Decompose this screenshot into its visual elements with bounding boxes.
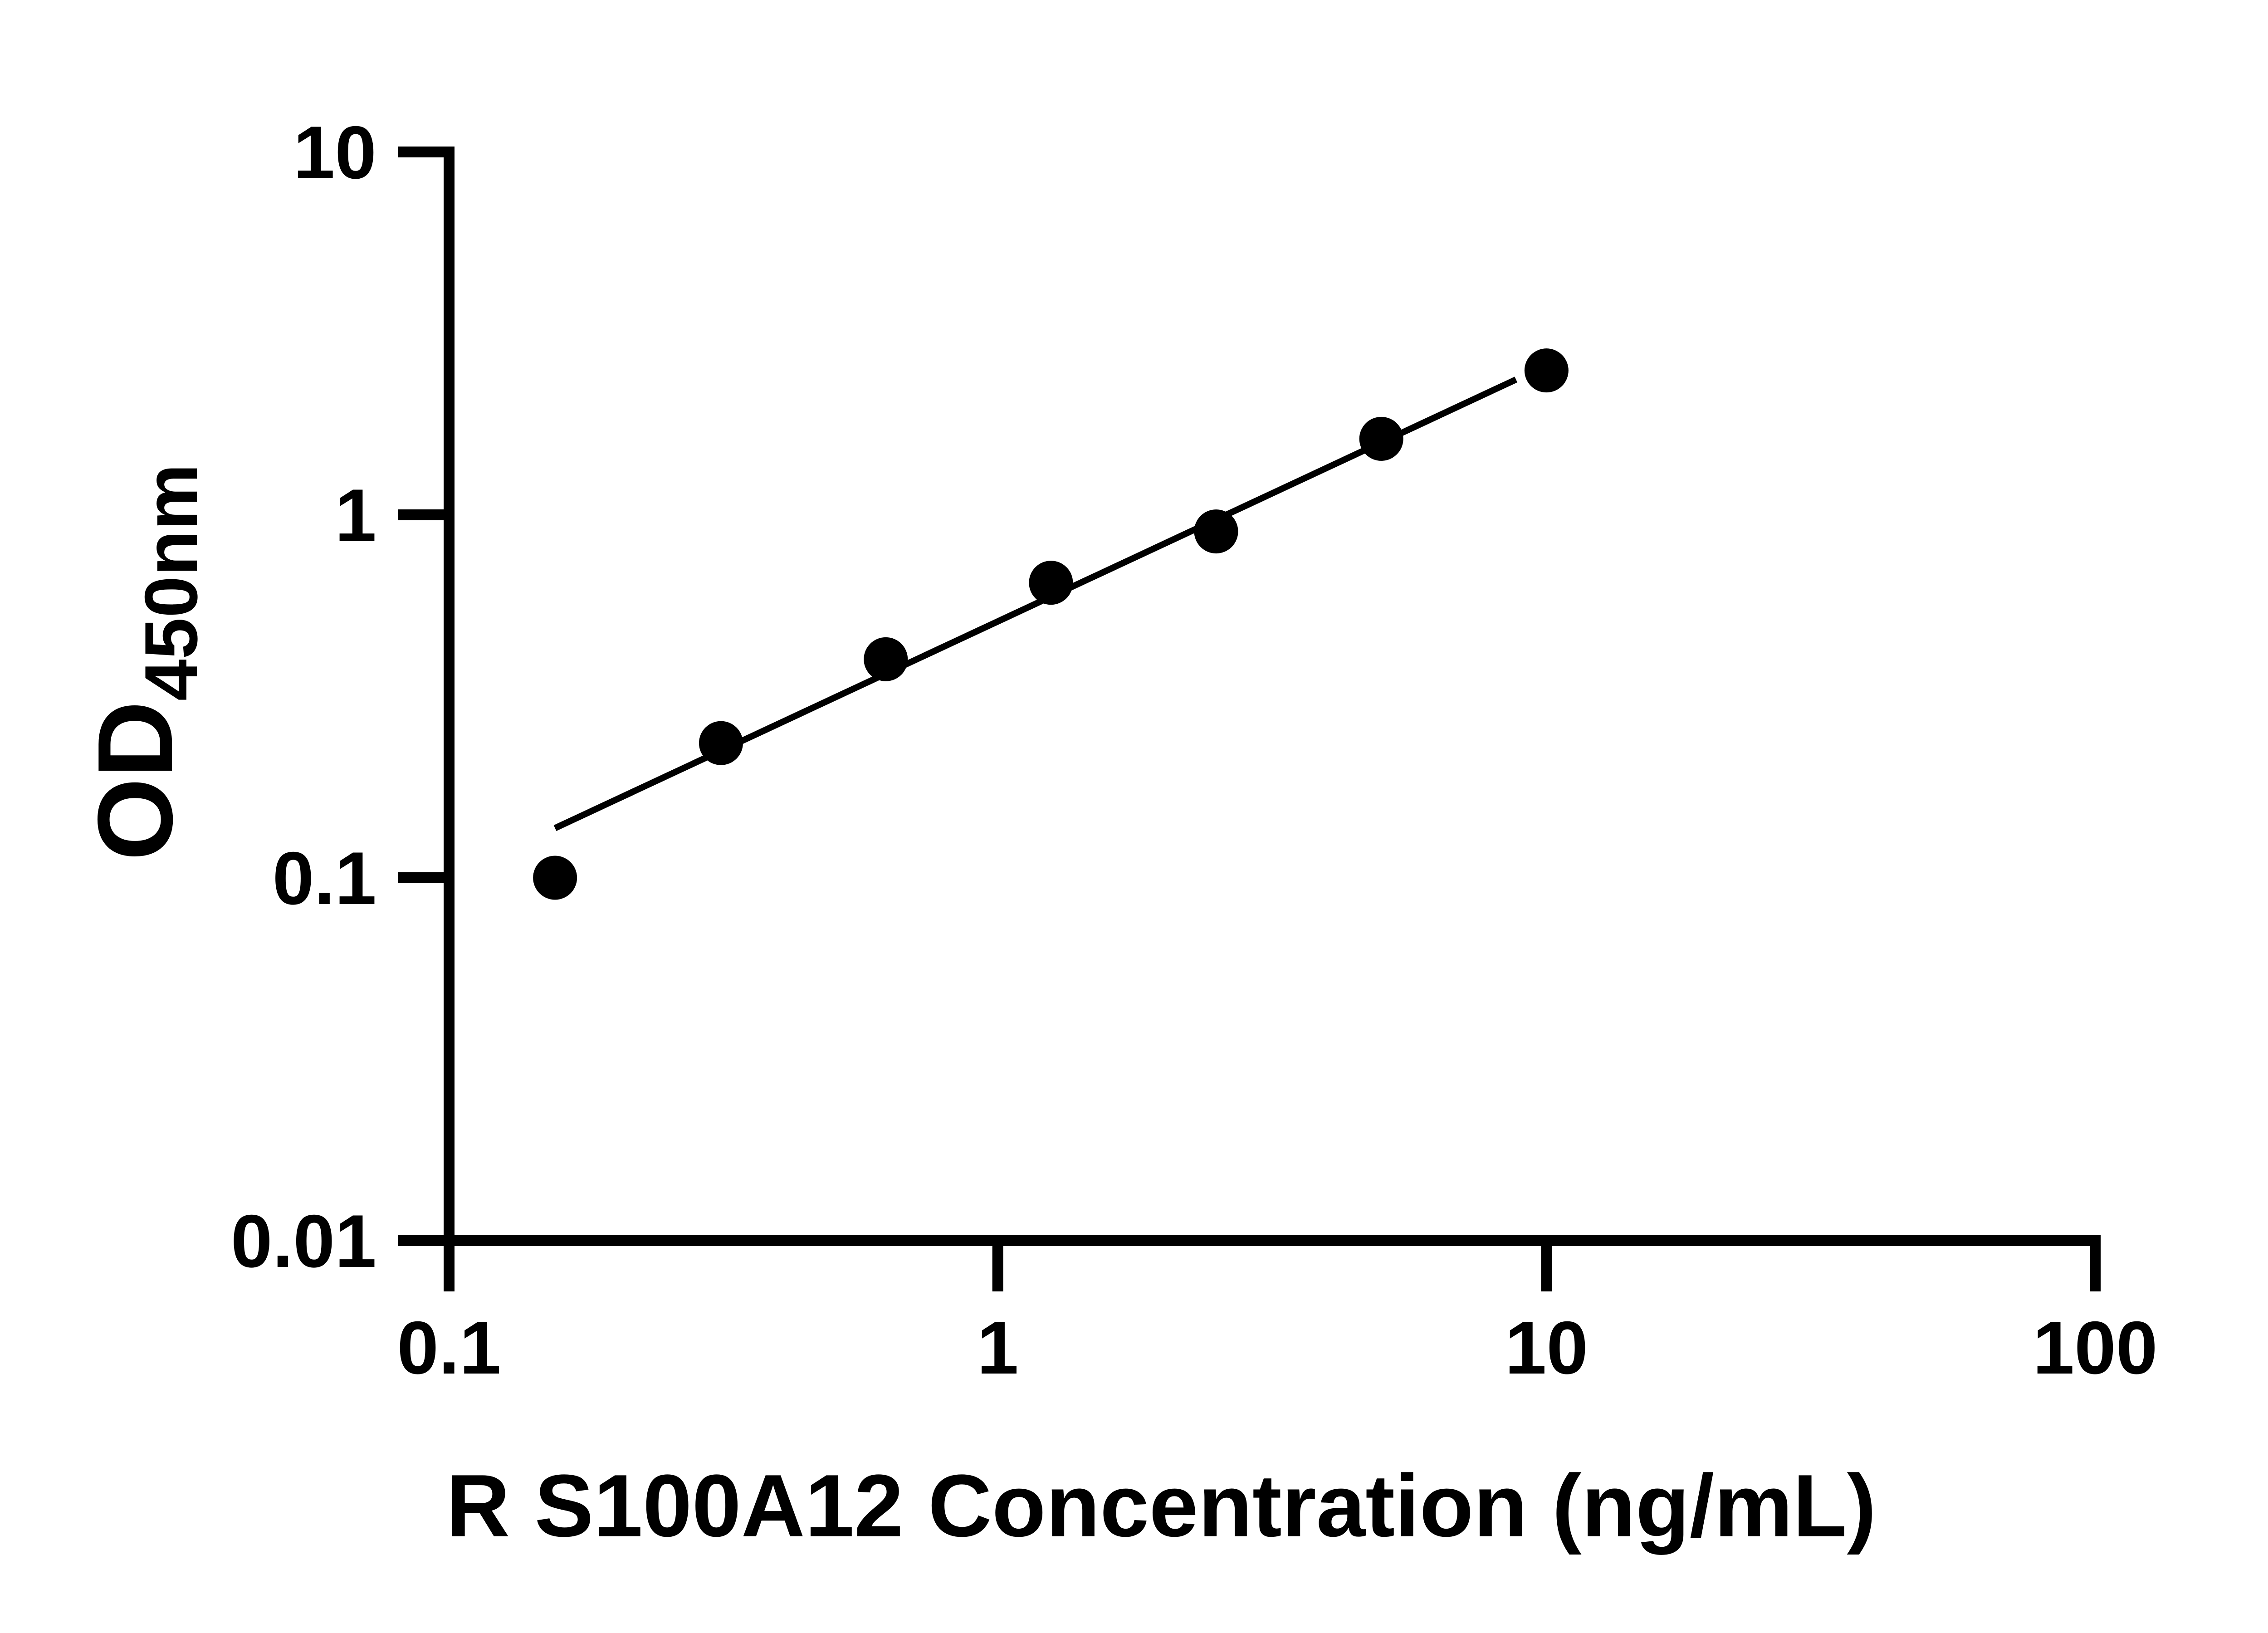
x-tick-label: 1: [977, 1306, 1019, 1389]
y-tick-label: 10: [293, 111, 376, 194]
data-point: [864, 637, 908, 681]
x-tick-label: 100: [2033, 1306, 2157, 1389]
y-tick-label: 0.01: [231, 1199, 376, 1283]
y-axis-title-subscript: 450nm: [129, 464, 213, 701]
data-point: [699, 721, 743, 765]
data-point: [1194, 509, 1238, 554]
y-tick-label: 0.1: [273, 836, 376, 920]
data-point: [1029, 561, 1073, 605]
data-point: [1524, 348, 1569, 393]
data-point: [533, 856, 577, 900]
data-point: [1359, 416, 1403, 461]
y-tick-label: 1: [335, 474, 376, 557]
axis-line: [444, 147, 2101, 1246]
x-tick-label: 10: [1505, 1306, 1589, 1389]
y-axis-title-main: OD: [75, 701, 195, 861]
y-axis-title: OD450nm: [75, 464, 213, 861]
x-axis-title: R S100A12 Concentration (ng/mL): [446, 1456, 1877, 1555]
x-tick-label: 0.1: [397, 1306, 501, 1389]
